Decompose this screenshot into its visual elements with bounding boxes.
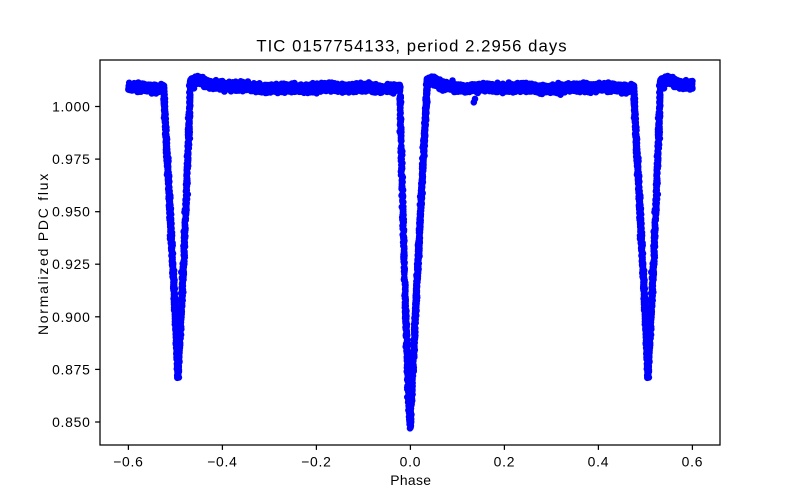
svg-text:0.900: 0.900 [52,309,91,325]
svg-text:Phase: Phase [390,472,431,488]
svg-text:0.4: 0.4 [588,453,610,469]
svg-text:0.850: 0.850 [52,414,91,430]
svg-text:Normalized PDC flux: Normalized PDC flux [35,172,51,335]
svg-text:−0.2: −0.2 [301,453,331,469]
svg-text:0.6: 0.6 [682,453,704,469]
svg-text:0.0: 0.0 [400,453,422,469]
svg-text:0.875: 0.875 [52,361,91,377]
svg-text:−0.6: −0.6 [113,453,143,469]
svg-text:1.000: 1.000 [52,99,91,115]
svg-text:0.950: 0.950 [52,204,91,220]
svg-text:0.975: 0.975 [52,151,91,167]
svg-text:TIC 0157754133, period 2.2956: TIC 0157754133, period 2.2956 days [256,36,567,55]
svg-text:0.925: 0.925 [52,256,91,272]
svg-text:−0.4: −0.4 [207,453,237,469]
svg-text:0.2: 0.2 [494,453,516,469]
